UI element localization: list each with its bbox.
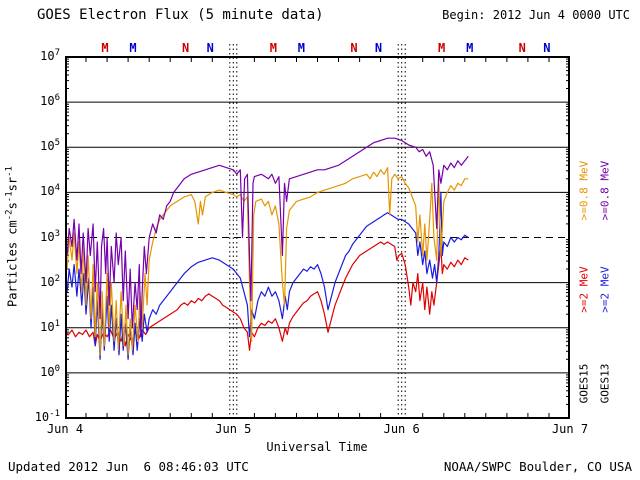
y-tick-label: 100: [40, 363, 60, 379]
y-tick-label: 105: [40, 138, 60, 154]
plot-frame: [65, 56, 570, 419]
y-axis-title: Particles cm-2s-1sr-1: [4, 166, 20, 307]
trace-goes15-e08: [65, 167, 469, 356]
satellite-midnight-marker: M: [466, 41, 474, 55]
satellite-noon-marker: N: [182, 41, 190, 55]
begin-time-label: Begin: 2012 Jun 4 0000 UTC: [442, 8, 630, 22]
y-tick-label: 10-1: [34, 409, 60, 424]
y-tick-label: 102: [40, 273, 60, 289]
x-tick-label: Jun 7: [551, 422, 589, 436]
y-tick-label: 101: [40, 318, 60, 334]
x-axis-title: Universal Time: [266, 440, 368, 454]
satellite-noon-marker: N: [543, 41, 551, 55]
legend-energy-label: >=0.8 MeV: [598, 160, 612, 221]
chart-title: GOES Electron Flux (5 minute data): [37, 7, 324, 23]
satellite-noon-marker: N: [206, 41, 214, 55]
satellite-midnight-marker: M: [129, 41, 137, 55]
y-tick-label: 106: [40, 93, 60, 109]
plot-area: [65, 44, 570, 419]
satellite-midnight-marker: M: [297, 41, 305, 55]
legend-energy-label: >=0.8 MeV: [577, 160, 591, 221]
satellite-noon-marker: N: [374, 41, 383, 55]
y-tick-label: 103: [40, 228, 60, 244]
trace-goes13-e08: [65, 137, 469, 338]
legend-satellite-label: GOES15: [577, 363, 591, 404]
x-tick-label: Jun 4: [46, 422, 84, 436]
y-tick-label: 107: [40, 48, 60, 63]
satellite-midnight-marker: M: [101, 41, 109, 55]
satellite-midnight-marker: M: [438, 41, 446, 55]
updated-timestamp: Updated 2012 Jun 6 08:46:03 UTC: [8, 459, 249, 474]
satellite-midnight-marker: M: [269, 41, 277, 55]
x-tick-label: Jun 6: [383, 422, 420, 436]
legend-satellite-label: GOES13: [598, 363, 612, 404]
trace-goes13-e2: [65, 191, 469, 360]
satellite-noon-marker: N: [350, 41, 358, 55]
y-tick-label: 104: [40, 183, 60, 199]
source-label: NOAA/SWPC Boulder, CO USA: [443, 459, 632, 474]
x-tick-label: Jun 5: [215, 422, 252, 436]
satellite-noon-marker: N: [518, 41, 526, 55]
